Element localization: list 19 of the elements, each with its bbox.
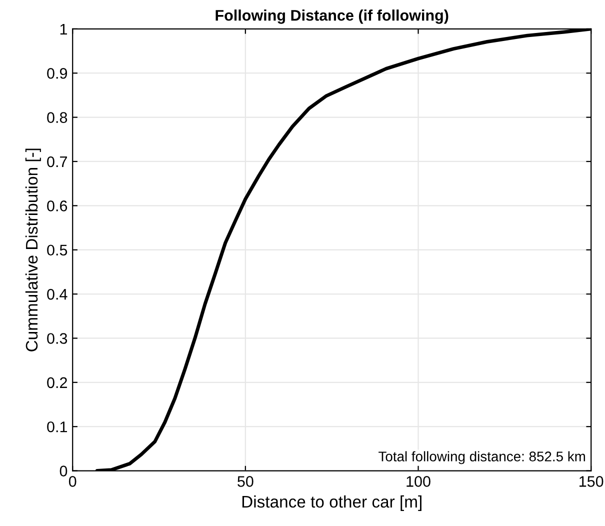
y-tick-label: 0.4 (47, 288, 68, 300)
y-tick-label: 0.3 (47, 333, 68, 344)
x-tick-label: 100 (406, 476, 430, 487)
y-tick-label: 0.6 (47, 200, 68, 212)
y-tick-label: 0.5 (47, 244, 68, 256)
annotation: Total following distance: 852.5 km (378, 451, 585, 464)
x-tick-label: 0 (68, 476, 76, 487)
y-tick-label: 0.2 (47, 377, 67, 388)
chart-title: Following Distance (if following) (216, 10, 448, 24)
y-tick-label: 0.1 (47, 421, 67, 432)
x-tick-label: 150 (580, 476, 604, 487)
y-axis-title: Cummulative Distribution [-] (25, 148, 41, 352)
x-tick-label: 50 (238, 476, 254, 487)
y-tick-label: 1 (60, 24, 67, 34)
y-tick-label: 0 (60, 466, 68, 476)
x-axis-title: Distance to other car [m] (242, 495, 422, 511)
y-tick-label: 0.9 (47, 68, 68, 79)
y-tick-label: 0.7 (47, 156, 67, 168)
y-tick-label: 0.8 (47, 112, 68, 123)
